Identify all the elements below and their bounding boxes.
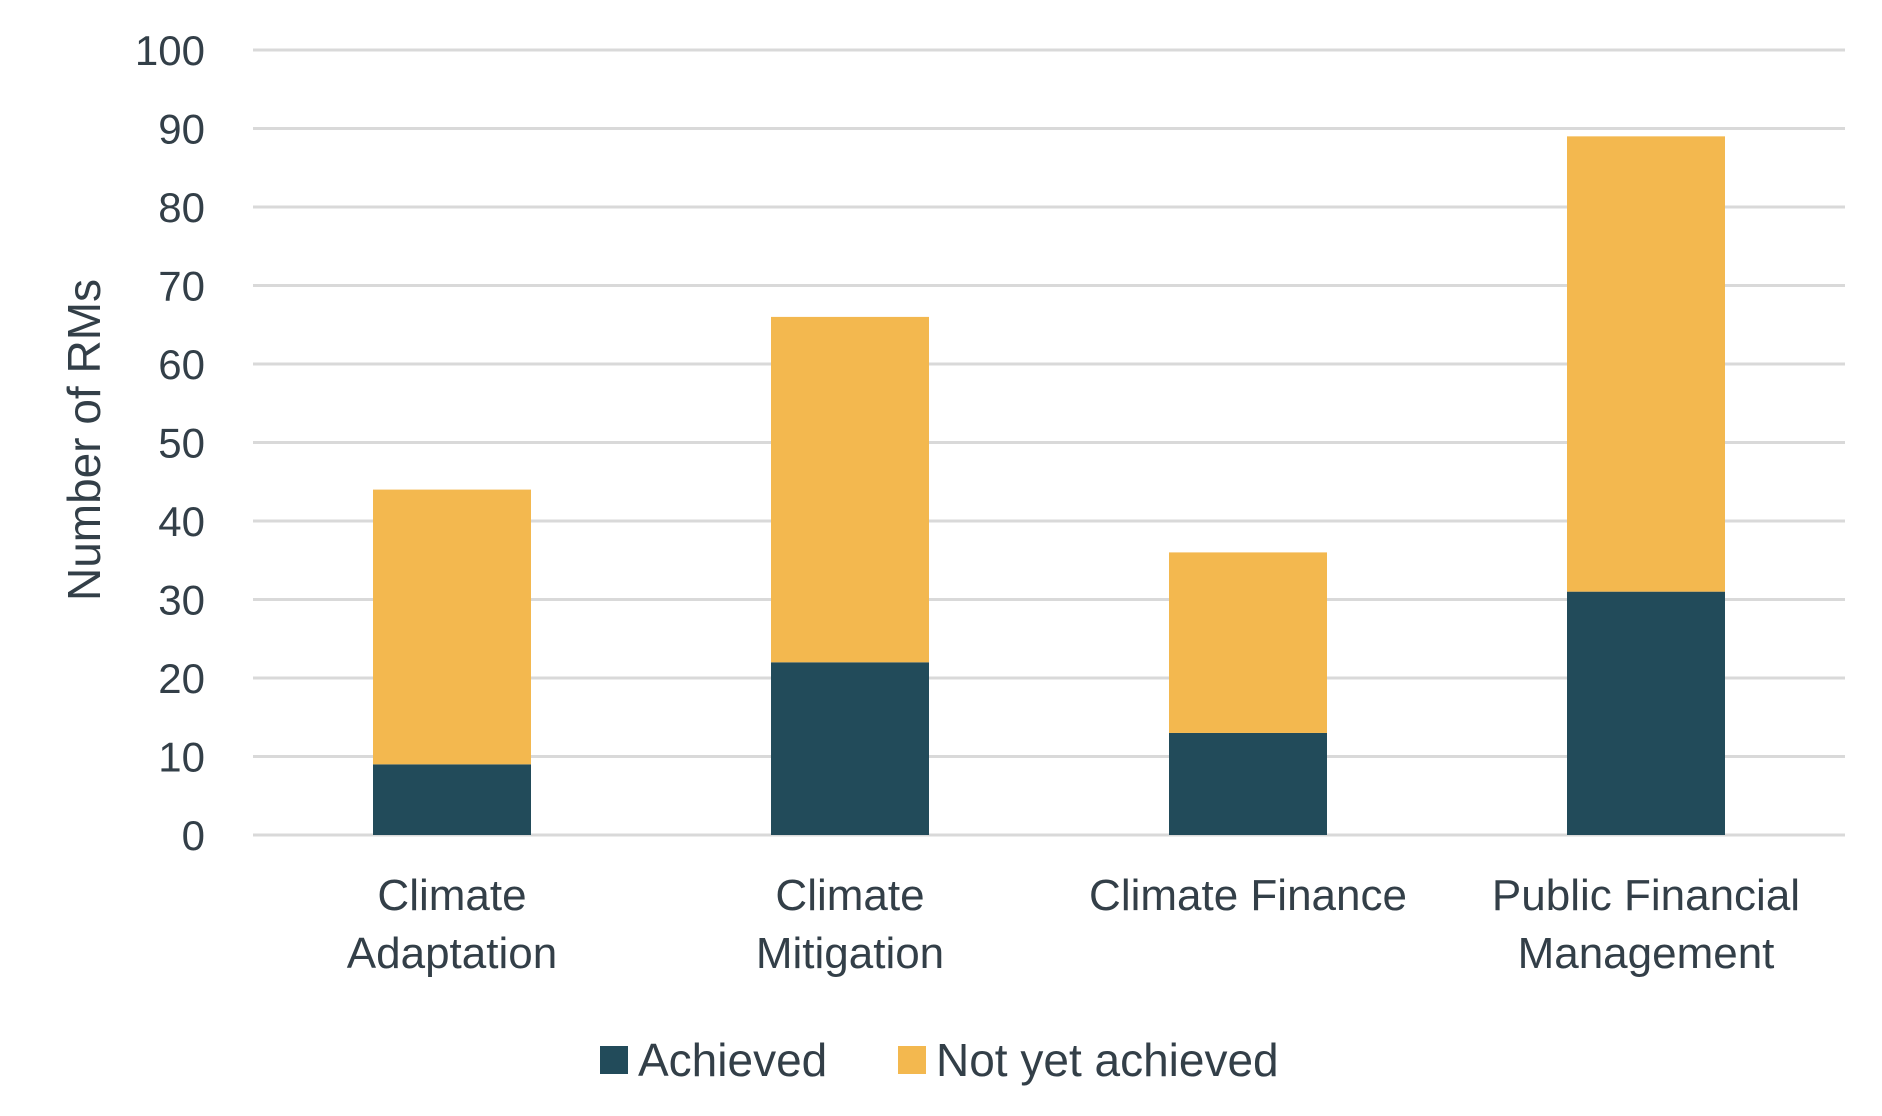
bar-segment-not-yet-achieved bbox=[1169, 552, 1327, 733]
legend: Achieved Not yet achieved bbox=[600, 1034, 1279, 1086]
y-tick-label: 100 bbox=[135, 27, 205, 74]
bar-segment-achieved bbox=[1567, 591, 1725, 835]
y-tick-label: 20 bbox=[158, 655, 205, 702]
bars bbox=[373, 136, 1725, 835]
legend-swatch bbox=[600, 1046, 628, 1074]
legend-label: Not yet achieved bbox=[936, 1034, 1279, 1086]
y-tick-label: 70 bbox=[158, 263, 205, 310]
y-axis-title: Number of RMs bbox=[58, 279, 110, 601]
x-category-label: Public Financial Management bbox=[1492, 871, 1800, 978]
y-tick-label: 40 bbox=[158, 498, 205, 545]
y-tick-label: 50 bbox=[158, 420, 205, 467]
x-category-label: Climate Finance bbox=[1089, 871, 1407, 920]
legend-swatch bbox=[898, 1046, 926, 1074]
y-tick-label: 10 bbox=[158, 734, 205, 781]
bar-segment-not-yet-achieved bbox=[771, 316, 929, 663]
bar-segment-not-yet-achieved bbox=[1567, 136, 1725, 592]
bar-segment-achieved bbox=[373, 764, 531, 835]
x-axis-labels: Climate Adaptation Climate Mitigation Climat… bbox=[347, 871, 1800, 978]
y-tick-label: 30 bbox=[158, 577, 205, 624]
x-category-label: Climate Adaptation bbox=[347, 871, 557, 978]
y-tick-label: 80 bbox=[158, 184, 205, 231]
y-tick-label: 60 bbox=[158, 341, 205, 388]
bar-segment-achieved bbox=[1169, 732, 1327, 835]
legend-label: Achieved bbox=[638, 1034, 827, 1086]
y-axis-ticks: 0 10 20 30 40 50 60 70 80 90 100 bbox=[135, 27, 205, 859]
x-category-label: Climate Mitigation bbox=[756, 871, 944, 978]
bar-segment-achieved bbox=[771, 662, 929, 835]
y-tick-label: 0 bbox=[182, 812, 205, 859]
y-tick-label: 90 bbox=[158, 106, 205, 153]
bar-segment-not-yet-achieved bbox=[373, 489, 531, 765]
